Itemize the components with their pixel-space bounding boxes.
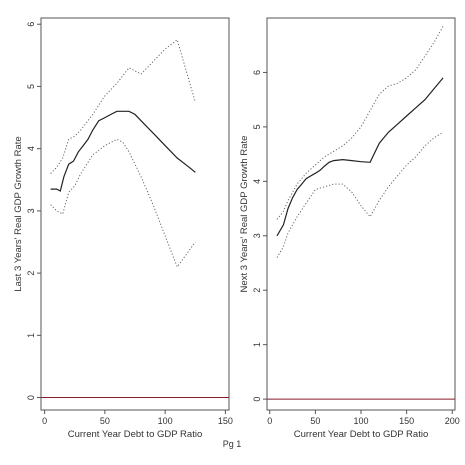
- right-y-axis-label: Next 3 Years' Real GDP Growth Rate: [239, 136, 250, 293]
- right-x-tick-label: 100: [353, 416, 368, 426]
- left-y-tick-label: 4: [26, 146, 36, 151]
- right-y-tick-label: 1: [252, 342, 262, 347]
- right-y-tick-label: 2: [252, 288, 262, 293]
- right-x-tick-label: 0: [267, 416, 272, 426]
- left-x-tick-label: 150: [218, 416, 233, 426]
- left-y-tick-label: 2: [26, 271, 36, 276]
- right-y-tick-label: 3: [252, 233, 262, 238]
- right-series-band-line-1: [276, 25, 444, 220]
- left-y-tick-label: 0: [26, 395, 36, 400]
- right-series-band-line-2: [276, 131, 444, 258]
- left-y-tick-label: 1: [26, 333, 36, 338]
- panel-left: 0 50 100 150 0 1 2 3 4 5 6 Current Year Debt to GDP…: [13, 17, 233, 440]
- left-y-tick-label: 5: [26, 84, 36, 89]
- left-x-axis-label: Current Year Debt to GDP Ratio: [68, 429, 202, 440]
- page-footer-label: Pg 1: [223, 439, 242, 449]
- right-plot-frame: [266, 17, 456, 411]
- panel-right: 0 50 100 150 200 0 1 2 3 4 5 6 Current Year Debt to …: [239, 17, 460, 440]
- left-x-tick-label: 100: [158, 416, 173, 426]
- right-x-axis-label: Current Year Debt to GDP Ratio: [294, 429, 428, 440]
- left-y-axis-label: Last 3 Years' Real GDP Growth Rate: [13, 136, 24, 291]
- left-plot-frame: [40, 17, 230, 411]
- right-x-tick-label: 50: [310, 416, 320, 426]
- left-series-estimate-line: [50, 110, 196, 192]
- left-y-tick-label: 6: [26, 22, 36, 27]
- right-y-tick-label: 5: [252, 124, 262, 129]
- right-series-estimate-line: [276, 77, 444, 237]
- left-series-band-line-2: [50, 138, 196, 268]
- right-y-tick-label: 4: [252, 179, 262, 184]
- left-series-band-line-1: [50, 38, 196, 174]
- left-x-tick-label: 0: [42, 416, 47, 426]
- right-x-tick-label: 150: [399, 416, 414, 426]
- left-y-tick-label: 3: [26, 208, 36, 213]
- right-y-tick-label: 0: [252, 397, 262, 402]
- right-x-tick-label: 200: [445, 416, 460, 426]
- left-x-tick-label: 50: [100, 416, 110, 426]
- right-y-tick-label: 6: [252, 70, 262, 75]
